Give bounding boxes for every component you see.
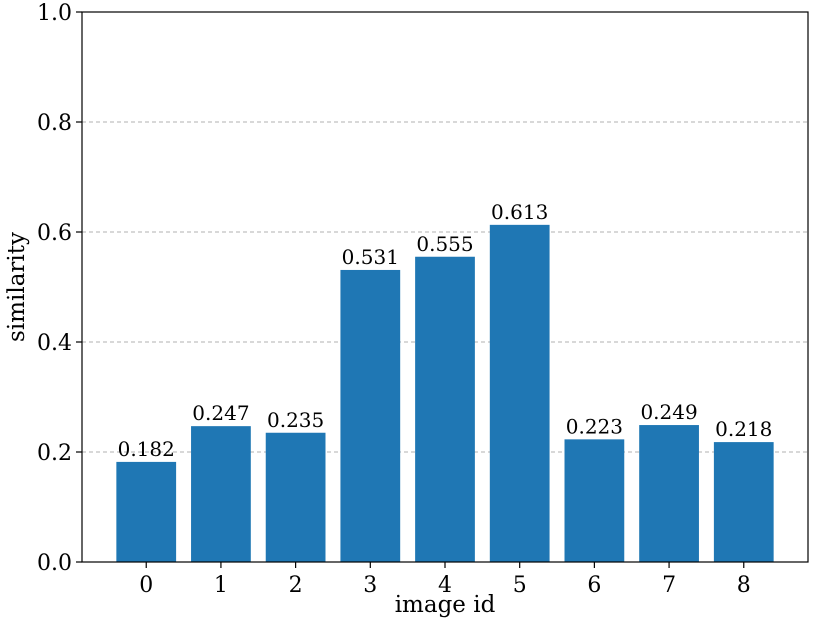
bar: [564, 439, 625, 562]
x-tick-label: 7: [662, 573, 676, 598]
y-tick-label: 0.0: [37, 551, 72, 576]
y-tick-label: 0.4: [37, 331, 72, 356]
bar-value-label: 0.223: [566, 414, 623, 438]
y-axis-label: similarity: [4, 232, 30, 342]
bar-value-label: 0.218: [715, 417, 772, 441]
bar-value-labels: 0.182 0.247 0.235 0.531 0.555 0.613 0.223 0.249…: [118, 200, 773, 461]
bar-value-label: 0.235: [267, 408, 324, 432]
bar: [116, 461, 177, 562]
y-tick-label: 0.8: [37, 111, 72, 136]
x-tick-label: 1: [214, 573, 228, 598]
x-tick-label: 5: [513, 573, 527, 598]
bar-value-label: 0.555: [416, 232, 473, 256]
x-tick-label: 4: [438, 573, 452, 598]
bar: [265, 432, 326, 562]
y-tick-label: 0.6: [37, 221, 72, 246]
bar: [489, 224, 550, 562]
x-tick-label: 6: [587, 573, 601, 598]
bar-value-label: 0.613: [491, 200, 548, 224]
bar: [639, 425, 699, 562]
y-tick-label: 1.0: [37, 1, 72, 26]
bars: [116, 224, 774, 562]
x-tick-label: 3: [363, 573, 377, 598]
bar: [415, 256, 475, 562]
bar-value-label: 0.249: [640, 400, 697, 424]
bar-value-label: 0.531: [342, 245, 399, 269]
bar-value-label: 0.247: [192, 401, 249, 425]
x-tick-label: 0: [139, 573, 153, 598]
x-axis-ticks: 0 1 2 3 4 5 6 7 8: [139, 562, 751, 598]
bar: [191, 426, 251, 562]
bar: [340, 269, 401, 562]
x-tick-label: 2: [289, 573, 303, 598]
bar-value-label: 0.182: [118, 437, 175, 461]
y-axis-ticks: 0.0 0.2 0.4 0.6 0.8 1.0: [37, 1, 82, 576]
bar: [713, 442, 774, 562]
x-tick-label: 8: [737, 573, 751, 598]
y-tick-label: 0.2: [37, 441, 72, 466]
x-axis-label: image id: [395, 592, 496, 618]
